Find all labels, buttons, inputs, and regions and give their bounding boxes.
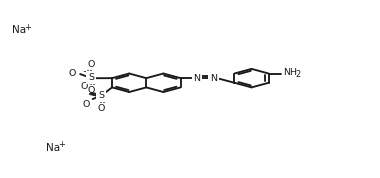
Text: −: −: [82, 66, 90, 75]
Text: NH: NH: [283, 69, 297, 77]
Text: +: +: [58, 140, 65, 149]
Text: N: N: [193, 74, 200, 83]
Text: O: O: [82, 100, 90, 109]
Text: N: N: [210, 74, 217, 83]
Text: −: −: [97, 92, 104, 101]
Text: Na: Na: [46, 143, 60, 153]
Text: 2: 2: [295, 70, 301, 79]
Text: O: O: [88, 60, 95, 69]
Text: O: O: [69, 69, 76, 78]
Text: S: S: [88, 73, 94, 82]
Text: +: +: [24, 23, 31, 32]
Text: Na: Na: [12, 25, 26, 35]
Text: O: O: [81, 82, 88, 91]
Text: S: S: [98, 91, 104, 100]
Text: O: O: [88, 86, 95, 95]
Text: O: O: [98, 104, 105, 113]
